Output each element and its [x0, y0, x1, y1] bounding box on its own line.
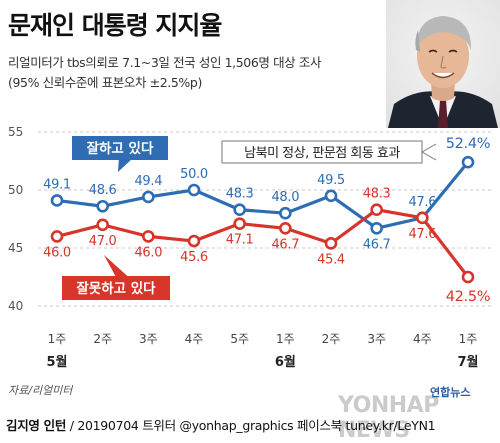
disapprove-data-label: 47.0	[89, 234, 117, 249]
approval-line-chart: 40 45 50 55 1주 5월 2주 3주 4주 5주 1주 6월 2주 3주 4주 1주 7월 49.1 48…	[8, 125, 492, 370]
margin-of-error-note: (95% 신뢰수준에 표본오차 ±2.5%p)	[8, 75, 202, 90]
x-tick-label: 1주	[276, 332, 295, 346]
approve-point	[370, 221, 383, 235]
annotation-pointer	[421, 143, 437, 161]
chart-title: 문재인 대통령 지지율	[8, 11, 222, 40]
approve-data-label: 49.5	[317, 173, 345, 188]
approve-series-line	[56, 161, 470, 230]
disapprove-data-label: 46.0	[134, 245, 162, 260]
approve-data-label: 49.4	[134, 174, 162, 189]
x-tick-label: 3주	[367, 332, 386, 346]
x-tick-label: 1주	[48, 332, 67, 346]
disapprove-point	[142, 230, 155, 243]
disapprove-point	[324, 237, 338, 250]
president-photo	[386, 0, 500, 128]
disapprove-point	[279, 221, 292, 235]
approve-data-label: 48.0	[271, 190, 299, 205]
x-tick-label: 2주	[93, 332, 112, 346]
x-month-label: 6월	[275, 354, 296, 370]
disapprove-data-label: 47.1	[226, 233, 254, 248]
approve-data-label: 47.6	[408, 195, 436, 210]
approve-series-callout-label: 잘하고 있다	[87, 140, 154, 157]
disapprove-data-label: 48.3	[363, 187, 391, 202]
approve-data-label: 49.1	[43, 177, 71, 192]
approve-data-label: 50.0	[180, 167, 208, 182]
approve-point	[96, 199, 109, 213]
y-tick-label: 55	[8, 125, 23, 139]
approve-point	[461, 155, 475, 169]
credit-rest: / 20190704 트위터 @yonhap_graphics 페이스북 tun…	[66, 418, 436, 433]
approve-point	[50, 194, 64, 207]
disapprove-data-label: 46.7	[271, 237, 299, 252]
disapprove-data-label: 45.6	[180, 250, 208, 265]
x-tick-label: 2주	[322, 332, 341, 346]
approve-series-callout: 잘하고 있다	[72, 136, 168, 172]
x-tick-label: 4주	[413, 332, 432, 346]
disapprove-point	[50, 230, 64, 243]
approve-data-label: 46.7	[363, 237, 391, 252]
credit-author: 김지영 인턴	[6, 418, 67, 433]
approve-point	[187, 183, 201, 197]
disapprove-data-label: 47.6	[408, 227, 436, 242]
approve-point	[324, 189, 338, 203]
disapprove-point	[96, 218, 109, 232]
disapprove-series-callout-label: 잘못하고 있다	[76, 280, 156, 297]
credit-bar: 김지영 인턴 / 20190704 트위터 @yonhap_graphics 페…	[0, 407, 500, 437]
y-tick-label: 45	[8, 241, 23, 255]
disapprove-series-line	[56, 208, 470, 278]
approve-point	[279, 206, 292, 220]
x-month-label: 7월	[457, 354, 478, 370]
approve-point	[233, 203, 246, 217]
x-month-label: 5월	[46, 354, 67, 370]
x-tick-label: 3주	[139, 332, 158, 346]
x-tick-label: 1주	[459, 332, 478, 346]
x-tick-label: 5주	[230, 332, 249, 346]
x-tick-label: 4주	[185, 332, 204, 346]
source-label: 자료/리얼미터	[8, 384, 73, 397]
disapprove-data-label: 46.0	[43, 245, 71, 260]
disapprove-series-callout: 잘못하고 있다	[62, 255, 170, 300]
approve-data-label: 52.4%	[446, 136, 491, 152]
approve-point	[142, 190, 155, 204]
disapprove-point	[461, 270, 475, 284]
disapprove-data-label: 45.4	[317, 252, 345, 267]
chart-subtitle: 리얼미터가 tbs의뢰로 7.1~3일 전국 성인 1,506명 대상 조사	[8, 55, 322, 70]
credit-text: 김지영 인턴 / 20190704 트위터 @yonhap_graphics 페…	[6, 415, 436, 434]
disapprove-point	[416, 211, 429, 225]
disapprove-point	[233, 217, 246, 230]
disapprove-point	[370, 203, 383, 217]
approve-data-label: 48.3	[226, 187, 254, 202]
yonhap-logo: 연합뉴스	[430, 386, 471, 399]
approve-data-label: 48.6	[89, 183, 117, 198]
y-tick-label: 40	[8, 299, 23, 313]
annotation-text: 남북미 정상, 판문점 회동 효과	[244, 146, 400, 161]
y-tick-label: 50	[8, 183, 23, 197]
annotation-box: 남북미 정상, 판문점 회동 효과	[221, 140, 437, 164]
disapprove-data-label: 42.5%	[446, 289, 491, 305]
disapprove-point	[187, 234, 201, 248]
